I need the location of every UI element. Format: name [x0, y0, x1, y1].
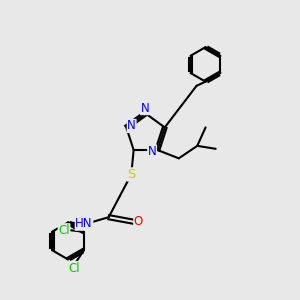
Text: Cl: Cl: [58, 224, 70, 237]
Text: Cl: Cl: [68, 262, 80, 275]
Text: O: O: [134, 215, 143, 228]
Text: N: N: [148, 145, 156, 158]
Text: N: N: [127, 119, 136, 132]
Text: HN: HN: [75, 217, 93, 230]
Text: N: N: [141, 102, 149, 115]
Text: S: S: [127, 168, 136, 181]
